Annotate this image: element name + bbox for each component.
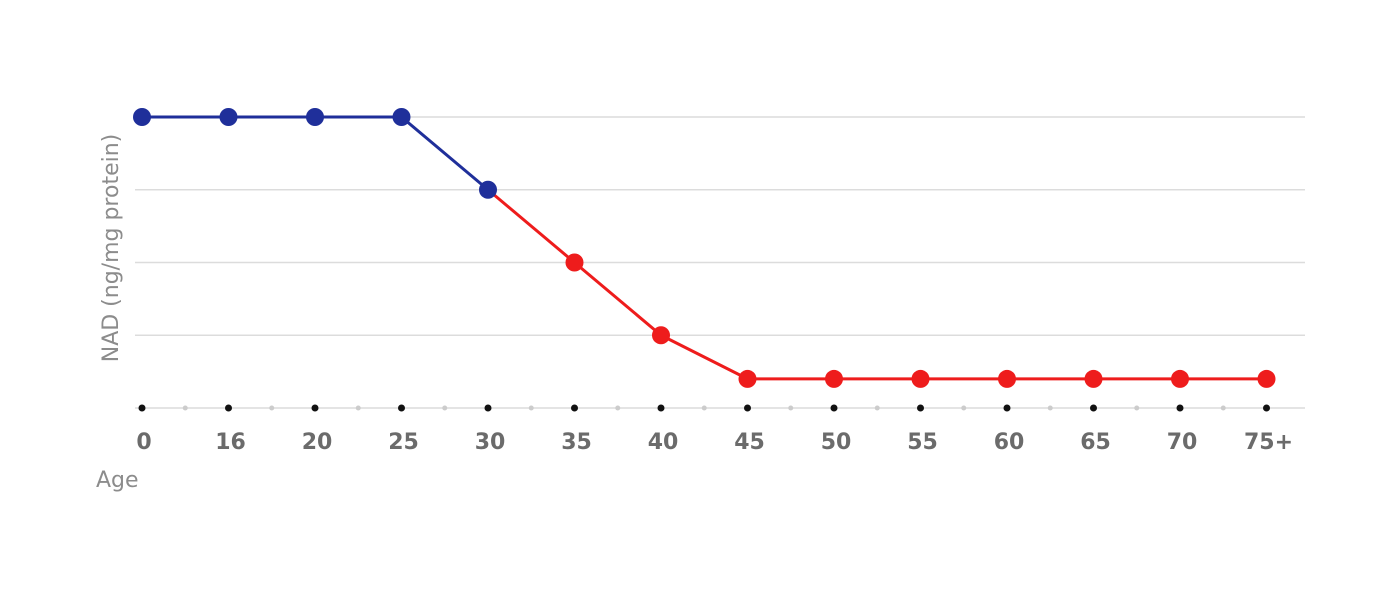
minor-tick-dot xyxy=(1047,405,1053,411)
x-tick-label: 60 xyxy=(994,430,1025,455)
x-tick-dot xyxy=(225,404,232,412)
x-tick-dot xyxy=(571,404,578,412)
minor-tick-dot xyxy=(1134,405,1140,411)
x-tick-label: 50 xyxy=(821,430,852,455)
x-tick-label: 30 xyxy=(475,430,506,455)
x-tick-label: 25 xyxy=(388,430,419,455)
minor-tick-dot xyxy=(182,405,188,411)
line-segment xyxy=(400,115,489,191)
data-point xyxy=(1257,369,1276,388)
minor-tick-dot xyxy=(961,405,967,411)
data-point xyxy=(392,108,411,126)
line-segment xyxy=(660,333,749,381)
x-tick-label: 16 xyxy=(215,430,246,455)
minor-tick-dot xyxy=(269,405,275,411)
x-tick-dot xyxy=(398,404,405,412)
x-tick-dot xyxy=(138,404,146,412)
data-point xyxy=(133,108,151,126)
data-point xyxy=(1084,369,1103,388)
y-axis-title: NAD (ng/mg protein) xyxy=(99,134,124,363)
x-tick-label: 75+ xyxy=(1244,430,1293,455)
minor-tick-dot xyxy=(788,405,794,411)
data-point xyxy=(652,326,670,345)
data-point xyxy=(219,108,238,126)
minor-tick-dot xyxy=(528,405,534,411)
minor-tick-dot xyxy=(615,405,621,411)
data-point xyxy=(565,253,584,272)
x-tick-dot xyxy=(657,404,665,412)
data-point xyxy=(825,369,843,388)
x-tick-dot xyxy=(917,404,924,412)
x-tick-label: 65 xyxy=(1080,430,1111,455)
data-point xyxy=(911,369,930,388)
line-segment xyxy=(573,261,662,337)
x-tick-dot xyxy=(1003,404,1011,412)
x-tick-label: 70 xyxy=(1167,430,1198,455)
x-axis-title: Age xyxy=(96,468,139,493)
x-tick-dot xyxy=(744,404,751,412)
data-point xyxy=(738,369,757,388)
x-tick-label: 45 xyxy=(734,430,765,455)
minor-tick-dot xyxy=(701,405,707,411)
x-tick-dot xyxy=(1176,404,1184,412)
minor-tick-dot xyxy=(355,405,361,411)
data-point xyxy=(306,108,324,126)
minor-tick-dot xyxy=(442,405,448,411)
x-tick-dot xyxy=(484,404,492,412)
x-tick-label: 35 xyxy=(561,430,592,455)
line-segment xyxy=(487,188,576,264)
minor-tick-dot xyxy=(874,405,880,411)
data-point xyxy=(479,180,497,199)
x-tick-label: 0 xyxy=(136,430,151,455)
data-point xyxy=(1171,369,1189,388)
x-tick-label: 40 xyxy=(648,430,679,455)
minor-tick-dot xyxy=(1220,405,1226,411)
x-tick-dot xyxy=(830,404,838,412)
data-point xyxy=(998,369,1016,388)
x-tick-dot xyxy=(311,404,319,412)
x-tick-dot xyxy=(1263,404,1270,412)
x-tick-dot xyxy=(1090,404,1097,412)
x-tick-label: 20 xyxy=(302,430,333,455)
x-tick-label: 55 xyxy=(907,430,938,455)
